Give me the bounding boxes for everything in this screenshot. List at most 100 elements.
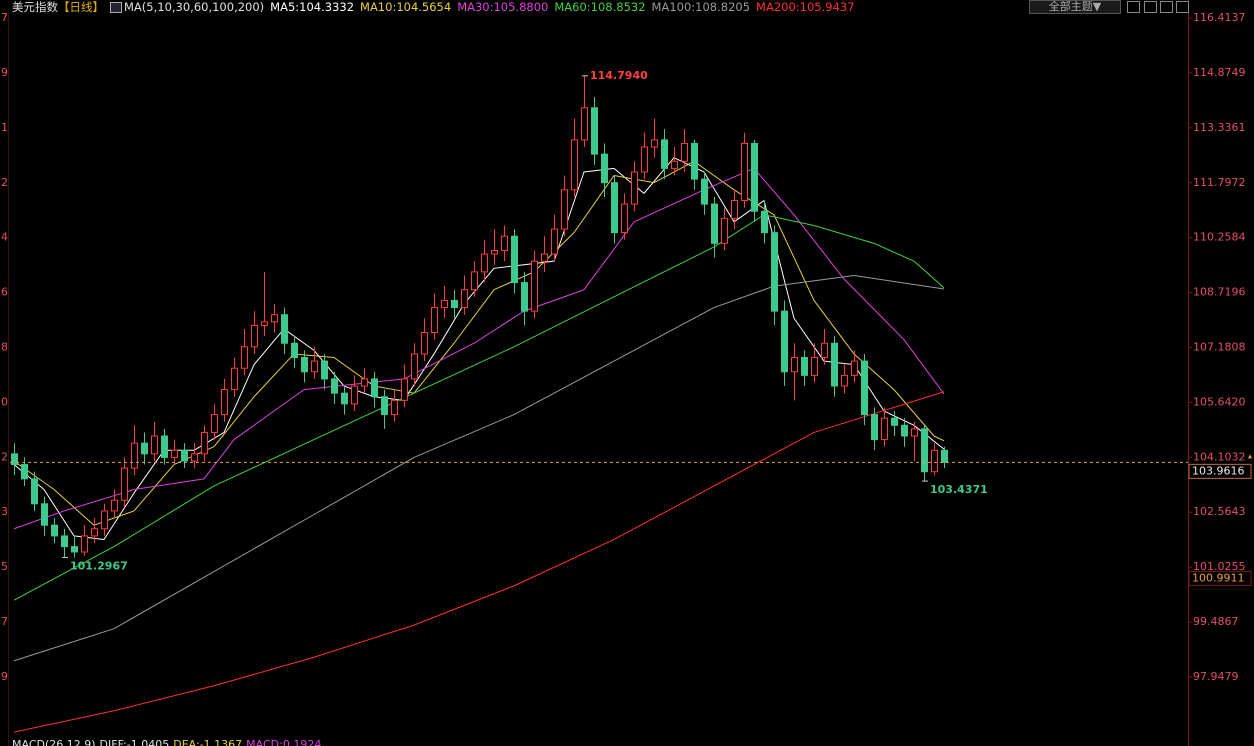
candle-body xyxy=(371,378,378,398)
candle-body xyxy=(141,442,148,455)
ma-line xyxy=(13,214,945,601)
left-tick-label: 7 xyxy=(1,615,8,628)
y-tick-label: 97.9479 xyxy=(1193,670,1239,683)
candle-body xyxy=(101,510,108,530)
candle-body xyxy=(361,378,368,387)
period: 【日线】 xyxy=(58,0,104,14)
candle-body xyxy=(811,357,818,376)
candle-body xyxy=(581,107,588,141)
left-tick-label: 9 xyxy=(1,66,8,79)
candle-body xyxy=(571,139,578,191)
candle-body xyxy=(801,357,808,376)
ma-line xyxy=(13,274,945,662)
candle-body xyxy=(451,299,458,309)
icon-button[interactable] xyxy=(1144,1,1157,13)
candle-body xyxy=(831,342,838,387)
candle-body xyxy=(91,528,98,537)
y-tick-label: 107.1808 xyxy=(1193,340,1246,353)
candle-body xyxy=(251,324,258,348)
candle-body xyxy=(641,146,648,173)
candle-body xyxy=(741,142,748,202)
candle-body xyxy=(351,385,358,405)
candle-body xyxy=(281,314,288,344)
candle-body xyxy=(661,139,668,169)
y-tick-label: 104.1032 xyxy=(1193,450,1246,463)
indicator-item: DIFF:-1.0405 xyxy=(100,738,170,746)
candle-body xyxy=(181,449,188,462)
symbol: 美元指数 xyxy=(12,0,58,14)
price-box xyxy=(1188,463,1252,479)
theme-button[interactable]: 全部主题▼ xyxy=(1029,0,1121,14)
candle-body xyxy=(721,217,728,244)
candle-body xyxy=(651,139,658,148)
candle-body xyxy=(631,171,638,205)
candle-body xyxy=(891,417,898,426)
candle-body xyxy=(931,449,938,473)
candle-body xyxy=(901,424,908,437)
candle-body xyxy=(851,360,858,376)
annotation: 103.4371 xyxy=(930,483,988,496)
candle-body xyxy=(781,310,788,373)
candle-body xyxy=(431,307,438,334)
candle-body xyxy=(691,142,698,180)
ma-icon xyxy=(110,2,122,13)
candle-body xyxy=(861,360,868,416)
y-tick-label: 114.8749 xyxy=(1193,66,1246,79)
candle-body xyxy=(481,253,488,273)
candle-body xyxy=(881,417,888,441)
price-box-label: 103.9616 xyxy=(1192,464,1245,477)
icon-button[interactable] xyxy=(1127,1,1140,13)
candle-body xyxy=(121,467,128,501)
candle-body xyxy=(301,357,308,373)
candle-body xyxy=(551,228,558,255)
icon-button[interactable] xyxy=(1176,1,1189,13)
candle-body xyxy=(391,399,398,416)
indicator-item: DEA:-1.1367 xyxy=(173,738,242,746)
candle-body xyxy=(261,321,268,326)
price-box-label: 100.9911 xyxy=(1192,571,1245,584)
ma-line xyxy=(13,157,945,540)
candle-body xyxy=(711,203,718,244)
annotation: 101.2967 xyxy=(70,559,128,572)
indicator-line: MACD(26,12,9) DIFF:-1.0405 DEA:-1.1367 MACD… xyxy=(12,738,321,746)
legend-item: MA200:105.9437 xyxy=(756,0,855,14)
price-box xyxy=(1188,570,1252,586)
candle-body xyxy=(511,235,518,284)
candle-body xyxy=(471,271,478,291)
candle-body xyxy=(31,478,38,505)
ma-params: MA(5,10,30,60,100,200) xyxy=(124,0,265,14)
y-tick-label: 116.4137 xyxy=(1193,11,1246,24)
candle-body xyxy=(791,357,798,373)
indicator-item: MACD:0.1924 xyxy=(246,738,321,746)
candle-body xyxy=(671,160,678,169)
y-tick-label: 111.7972 xyxy=(1193,176,1246,189)
left-tick-label: 8 xyxy=(1,340,8,353)
price-arrow xyxy=(1248,454,1252,459)
candle-body xyxy=(41,503,48,526)
icon-button[interactable] xyxy=(1160,1,1173,13)
candle-body xyxy=(201,431,208,455)
candle-body xyxy=(621,203,628,234)
legend-item: MA100:108.8205 xyxy=(651,0,751,14)
left-tick-label: 2 xyxy=(1,176,8,189)
candle-body xyxy=(561,189,568,230)
y-tick-label: 108.7196 xyxy=(1193,286,1246,299)
y-tick-label: 102.5643 xyxy=(1193,505,1246,518)
candle-body xyxy=(821,342,828,359)
candle-body xyxy=(81,535,88,553)
candle-body xyxy=(611,182,618,234)
left-tick-label: 5 xyxy=(1,560,8,573)
y-tick-label: 99.4867 xyxy=(1193,615,1239,628)
left-tick-label: 6 xyxy=(1,286,8,299)
candle-body xyxy=(731,200,738,219)
left-tick-label: 1 xyxy=(1,121,8,134)
candle-body xyxy=(111,499,118,512)
candle-body xyxy=(751,142,758,212)
indicator-item: MACD(26,12,9) xyxy=(12,738,96,746)
candle-body xyxy=(341,392,348,405)
candle-body xyxy=(311,360,318,373)
ma-line xyxy=(13,167,945,530)
candle-body xyxy=(51,524,58,537)
